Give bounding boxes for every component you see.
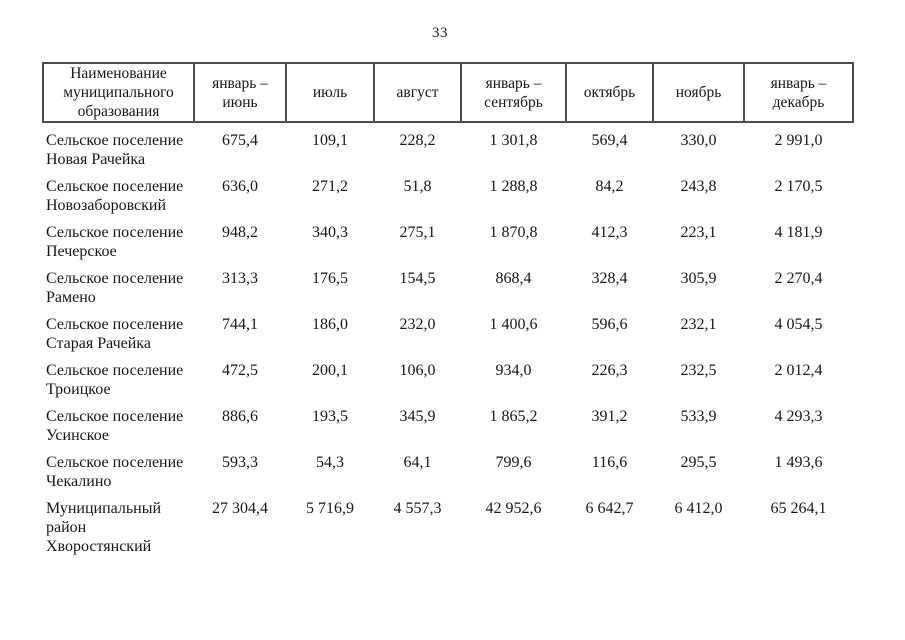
table-header-row: Наименование муниципального образования … [42,62,854,123]
page-number: 33 [432,25,448,41]
row-name: Сельское поселение Старая Рачейка [46,316,184,352]
cell-value: 106,0 [399,362,436,379]
column-header-jan-sep: январь – сентябрь [460,62,567,123]
table-row: Сельское поселение Новая Рачейка 675,4 1… [43,122,853,169]
cell-value: 42 952,6 [485,500,542,517]
cell-value: 2 991,0 [774,132,823,149]
cell-value: 596,6 [591,316,628,333]
column-header-jan-jun: январь – июнь [193,62,287,123]
cell-value: 799,6 [495,454,532,471]
column-header-jul: июль [285,62,375,123]
cell-value: 186,0 [312,316,348,333]
cell-value: 295,5 [680,454,717,471]
row-name: Сельское поселение Печерское [46,224,184,260]
table-row: Сельское поселение Печерское 948,2 340,3… [43,215,853,261]
row-name: Сельское поселение Новая Рачейка [46,132,184,168]
cell-value: 54,3 [316,454,344,471]
cell-value: 1 400,6 [489,316,538,333]
cell-value: 64,1 [403,454,432,471]
cell-value: 1 865,2 [489,408,538,425]
cell-value: 243,8 [680,178,717,195]
cell-value: 116,6 [591,454,628,471]
cell-value: 226,3 [591,362,628,379]
cell-value: 232,5 [680,362,717,379]
cell-value: 176,5 [312,270,348,287]
cell-value: 275,1 [399,224,436,241]
cell-value: 65 264,1 [770,500,827,517]
cell-value: 340,3 [312,224,348,241]
cell-value: 2 270,4 [774,270,823,287]
cell-value: 868,4 [495,270,532,287]
cell-value: 271,2 [312,178,348,195]
cell-value: 154,5 [399,270,436,287]
cell-value: 2 170,5 [774,178,823,195]
table-row: Сельское поселение Новозаборовский 636,0… [43,169,853,215]
column-header-aug: август [373,62,462,123]
cell-value: 345,9 [399,408,436,425]
cell-value: 569,4 [591,132,628,149]
cell-value: 472,5 [222,362,258,379]
cell-value: 228,2 [399,132,436,149]
row-name: Сельское поселение Рамено [46,270,184,306]
cell-value: 328,4 [591,270,628,287]
cell-value: 330,0 [680,132,717,149]
cell-value: 200,1 [312,362,348,379]
cell-value: 2 012,4 [774,362,823,379]
column-header-nov: ноябрь [652,62,745,123]
cell-value: 313,3 [222,270,258,287]
cell-value: 109,1 [312,132,348,149]
column-header-oct: октябрь [565,62,654,123]
table-row-total: Муниципальный район Хворостянский 27 304… [43,491,853,556]
row-name: Сельское поселение Новозаборовский [46,178,184,214]
row-name: Сельское поселение Усинское [46,408,184,444]
cell-value: 223,1 [680,224,717,241]
cell-value: 948,2 [222,224,258,241]
cell-value: 934,0 [495,362,532,379]
cell-value: 5 716,9 [306,500,354,517]
cell-value: 4 293,3 [774,408,823,425]
cell-value: 636,0 [222,178,258,195]
cell-value: 232,0 [399,316,436,333]
cell-value: 27 304,4 [212,500,268,517]
cell-value: 84,2 [595,178,624,195]
cell-value: 4 054,5 [774,316,823,333]
cell-value: 4 181,9 [774,224,823,241]
cell-value: 593,3 [222,454,258,471]
row-name: Сельское поселение Чекалино [46,454,184,490]
cell-value: 232,1 [680,316,717,333]
column-header-jan-dec: январь – декабрь [743,62,854,123]
table-row: Сельское поселение Усинское 886,6 193,5 … [43,399,853,445]
row-name: Муниципальный район Хворостянский [46,500,162,555]
cell-value: 1 288,8 [489,178,538,195]
cell-value: 1 301,8 [489,132,538,149]
table-row: Сельское поселение Рамено 313,3 176,5 15… [43,261,853,307]
cell-value: 1 870,8 [489,224,538,241]
table-row: Сельское поселение Троицкое 472,5 200,1 … [43,353,853,399]
cell-value: 886,6 [222,408,258,425]
cell-value: 305,9 [680,270,717,287]
table-row: Сельское поселение Старая Рачейка 744,1 … [43,307,853,353]
cell-value: 6 412,0 [674,500,723,517]
municipal-finance-table: Наименование муниципального образования … [42,62,854,556]
cell-value: 412,3 [591,224,628,241]
cell-value: 6 642,7 [585,500,634,517]
cell-value: 4 557,3 [393,500,442,517]
column-header-name: Наименование муниципального образования [42,62,195,123]
cell-value: 51,8 [403,178,432,195]
cell-value: 1 493,6 [774,454,823,471]
cell-value: 193,5 [312,408,348,425]
cell-value: 391,2 [591,408,628,425]
cell-value: 533,9 [680,408,717,425]
cell-value: 675,4 [222,132,258,149]
cell-value: 744,1 [222,316,258,333]
row-name: Сельское поселение Троицкое [46,362,184,398]
table-row: Сельское поселение Чекалино 593,3 54,3 6… [43,445,853,491]
